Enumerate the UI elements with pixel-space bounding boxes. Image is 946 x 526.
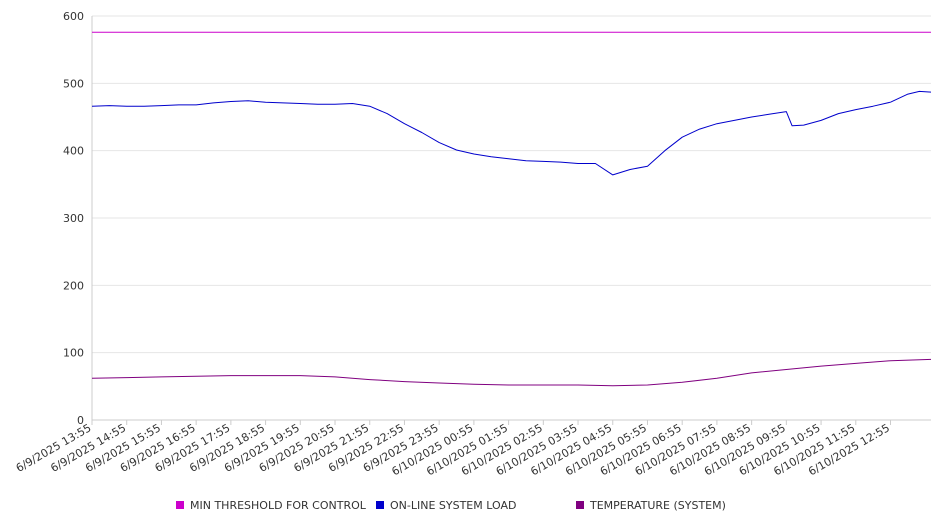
- y-tick-label: 600: [63, 10, 84, 23]
- legend: MIN THRESHOLD FOR CONTROL ON-LINE SYSTEM…: [176, 499, 726, 512]
- series-line-on-line-system-load: [91, 90, 932, 176]
- legend-swatch-temperature: [576, 501, 584, 509]
- legend-label-min-threshold: MIN THRESHOLD FOR CONTROL: [190, 499, 367, 512]
- x-axis: 6/9/2025 13:556/9/2025 14:556/9/2025 15:…: [14, 419, 931, 478]
- y-tick-label: 500: [63, 77, 84, 90]
- y-axis: 0 100 200 300 400 500 600: [63, 10, 93, 427]
- y-tick-label: 400: [63, 145, 84, 158]
- series-lines: [91, 31, 932, 387]
- legend-swatch-min-threshold: [176, 501, 184, 509]
- y-tick-label: 200: [63, 279, 84, 292]
- y-tick-label: 300: [63, 212, 84, 225]
- legend-label-temperature: TEMPERATURE (SYSTEM): [589, 499, 726, 512]
- legend-label-online-system-load: ON-LINE SYSTEM LOAD: [390, 499, 516, 512]
- y-tick-label: 0: [77, 414, 84, 427]
- series-line-temperature-system: [91, 358, 932, 387]
- legend-swatch-online-system-load: [376, 501, 384, 509]
- grid-lines: [92, 15, 931, 354]
- y-tick-label: 100: [63, 347, 84, 360]
